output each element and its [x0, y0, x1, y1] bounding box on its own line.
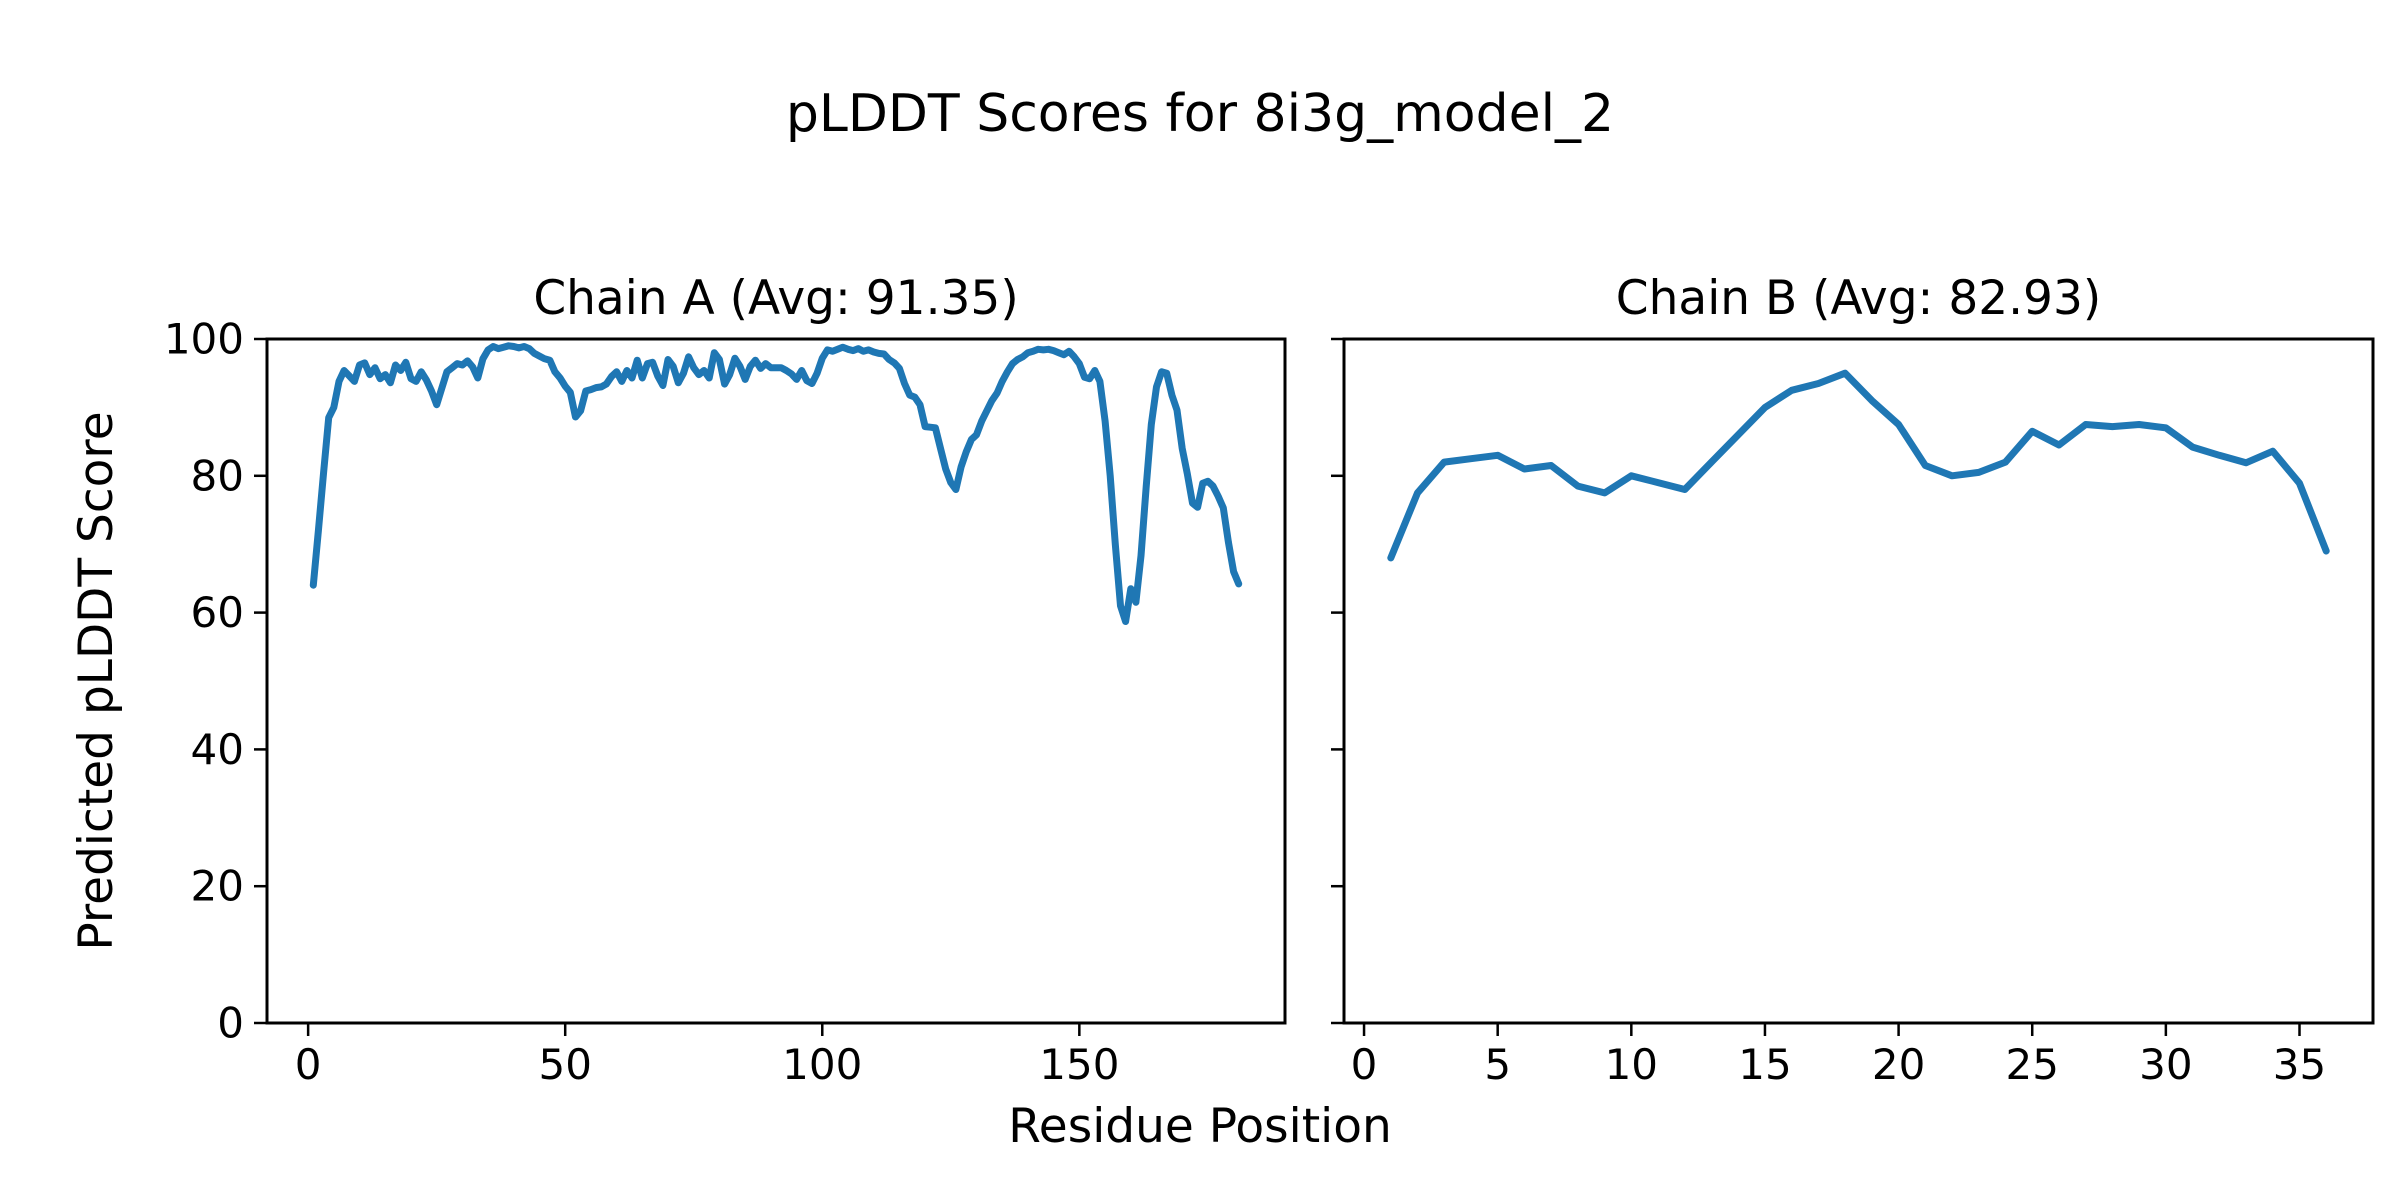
x-axis-label: Residue Position — [1008, 1099, 1392, 1154]
x-tick-label: 15 — [1738, 1040, 1791, 1089]
axes-spines-chain-b — [1342, 337, 2375, 1025]
x-tick-label: 0 — [295, 1040, 322, 1089]
plddt-line-chain-a — [309, 342, 1243, 625]
x-tick-label: 5 — [1484, 1040, 1511, 1089]
x-tick-label: 30 — [2139, 1040, 2192, 1089]
y-tick-label: 80 — [191, 451, 244, 500]
x-tick-label: 100 — [782, 1040, 862, 1089]
y-tick-label: 100 — [164, 315, 244, 364]
plot-chain-b: 0 5 10 15 20 25 30 35 — [1331, 337, 2375, 1089]
x-tick-label: 0 — [1351, 1040, 1378, 1089]
axes-spines-chain-a — [265, 337, 1287, 1025]
y-tick-label: 60 — [191, 588, 244, 637]
y-tick-label: 40 — [191, 725, 244, 774]
y-tick-label: 0 — [217, 999, 244, 1048]
subplot-title-chain-a: Chain A (Avg: 91.35) — [533, 271, 1019, 326]
x-tick-label: 35 — [2273, 1040, 2326, 1089]
plddt-line-chain-b — [1387, 369, 2330, 562]
x-tick-label: 150 — [1039, 1040, 1119, 1089]
x-tick-label: 10 — [1605, 1040, 1658, 1089]
figure-title: pLDDT Scores for 8i3g_model_2 — [785, 84, 1615, 144]
x-tick-label: 20 — [1872, 1040, 1925, 1089]
subplot-title-chain-b: Chain B (Avg: 82.93) — [1615, 271, 2102, 326]
x-tick-label: 50 — [538, 1040, 591, 1089]
y-tick-label: 20 — [191, 862, 244, 911]
x-tick-label: 25 — [2006, 1040, 2059, 1089]
plot-chain-a: 0 50 100 150 0 20 40 60 80 100 — [164, 315, 1287, 1089]
